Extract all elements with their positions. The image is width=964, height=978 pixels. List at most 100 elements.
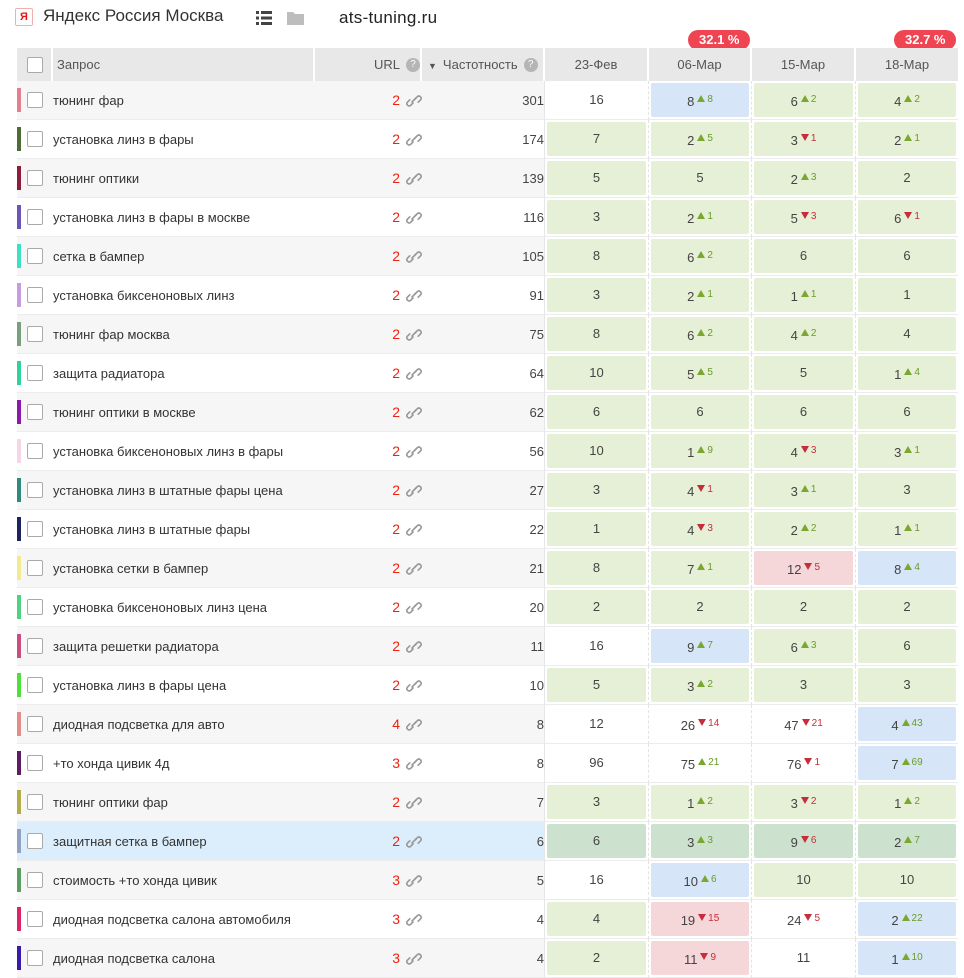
link-icon[interactable] xyxy=(406,523,422,537)
url-count[interactable]: 2 xyxy=(392,520,400,537)
table-row[interactable]: защита решетки радиатора 2 11 16 9 7 6 3 6 xyxy=(17,627,958,666)
table-row[interactable]: сетка в бампер 2 105 8 6 2 6 6 xyxy=(17,237,958,276)
query-text[interactable]: установка биксеноновых линз в фары xyxy=(53,432,315,471)
table-row[interactable]: установка линз в штатные фары 2 22 1 4 3 2 2 1 1 xyxy=(17,510,958,549)
row-checkbox[interactable] xyxy=(27,716,43,733)
query-text[interactable]: защита радиатора xyxy=(53,354,315,393)
url-count[interactable]: 2 xyxy=(392,169,400,186)
url-count[interactable]: 3 xyxy=(392,910,400,927)
position-cell[interactable]: 5 xyxy=(752,354,856,393)
url-count[interactable]: 2 xyxy=(392,481,400,498)
column-header-date[interactable]: 06-Мар xyxy=(649,48,752,81)
position-cell[interactable]: 6 xyxy=(856,627,958,666)
position-cell[interactable]: 4 xyxy=(545,900,649,939)
position-cell[interactable]: 16 xyxy=(545,81,649,120)
row-checkbox[interactable] xyxy=(27,950,43,967)
position-cell[interactable]: 7 xyxy=(545,120,649,159)
query-text[interactable]: тюнинг фар xyxy=(53,81,315,120)
table-row[interactable]: тюнинг фар 2 301 16 8 8 6 2 4 2 xyxy=(17,81,958,120)
position-cell[interactable]: 3 xyxy=(545,471,649,510)
row-checkbox[interactable] xyxy=(27,872,43,889)
url-count[interactable]: 4 xyxy=(392,715,400,732)
url-count[interactable]: 2 xyxy=(392,130,400,147)
url-count[interactable]: 2 xyxy=(392,559,400,576)
url-count[interactable]: 2 xyxy=(392,364,400,381)
position-cell[interactable]: 5 xyxy=(545,666,649,705)
row-checkbox[interactable] xyxy=(27,170,43,187)
link-icon[interactable] xyxy=(406,133,422,147)
url-count[interactable]: 2 xyxy=(392,91,400,108)
row-checkbox[interactable] xyxy=(27,599,43,616)
position-cell[interactable]: 16 xyxy=(545,861,649,900)
position-cell[interactable]: 12 5 xyxy=(752,549,856,588)
row-checkbox[interactable] xyxy=(27,638,43,655)
position-cell[interactable]: 11 xyxy=(752,939,856,978)
position-cell[interactable]: 2 xyxy=(649,588,752,627)
link-icon[interactable] xyxy=(406,757,422,771)
position-cell[interactable]: 7 69 xyxy=(856,744,958,783)
link-icon[interactable] xyxy=(406,796,422,810)
query-text[interactable]: тюнинг оптики в москве xyxy=(53,393,315,432)
table-row[interactable]: +то хонда цивик 4д 3 8 96 75 21 76 1 7 69 xyxy=(17,744,958,783)
url-count[interactable]: 2 xyxy=(392,676,400,693)
query-text[interactable]: установка линз в фары цена xyxy=(53,666,315,705)
url-count[interactable]: 2 xyxy=(392,403,400,420)
url-count[interactable]: 2 xyxy=(392,637,400,654)
table-row[interactable]: стоимость +то хонда цивик 3 5 16 10 6 10 10 xyxy=(17,861,958,900)
query-text[interactable]: тюнинг оптики фар xyxy=(53,783,315,822)
position-cell[interactable]: 76 1 xyxy=(752,744,856,783)
position-cell[interactable]: 10 xyxy=(856,861,958,900)
query-text[interactable]: тюнинг оптики xyxy=(53,159,315,198)
column-header-date[interactable]: 15-Мар xyxy=(752,48,856,81)
url-count[interactable]: 2 xyxy=(392,208,400,225)
position-cell[interactable]: 47 21 xyxy=(752,705,856,744)
list-icon[interactable] xyxy=(256,11,272,25)
table-row[interactable]: защита радиатора 2 64 10 5 5 5 1 4 xyxy=(17,354,958,393)
row-checkbox[interactable] xyxy=(27,911,43,928)
table-row[interactable]: диодная подсветка салона 3 4 2 11 9 11 1 10 xyxy=(17,939,958,978)
position-cell[interactable]: 1 xyxy=(856,276,958,315)
link-icon[interactable] xyxy=(406,913,422,927)
query-text[interactable]: стоимость +то хонда цивик xyxy=(53,861,315,900)
url-count[interactable]: 2 xyxy=(392,442,400,459)
link-icon[interactable] xyxy=(406,367,422,381)
link-icon[interactable] xyxy=(406,289,422,303)
query-text[interactable]: +то хонда цивик 4д xyxy=(53,744,315,783)
position-cell[interactable]: 2 xyxy=(545,939,649,978)
position-cell[interactable]: 6 xyxy=(752,237,856,276)
position-cell[interactable]: 5 xyxy=(649,159,752,198)
search-engine-region[interactable]: Яндекс Россия Москва xyxy=(43,6,224,25)
position-cell[interactable]: 10 6 xyxy=(649,861,752,900)
row-checkbox[interactable] xyxy=(27,248,43,265)
query-text[interactable]: защита решетки радиатора xyxy=(53,627,315,666)
query-text[interactable]: установка линз в фары xyxy=(53,120,315,159)
position-cell[interactable]: 6 xyxy=(856,237,958,276)
url-count[interactable]: 3 xyxy=(392,949,400,966)
query-text[interactable]: установка линз в штатные фары xyxy=(53,510,315,549)
query-text[interactable]: установка биксеноновых линз цена xyxy=(53,588,315,627)
row-checkbox[interactable] xyxy=(27,131,43,148)
query-text[interactable]: установка линз в штатные фары цена xyxy=(53,471,315,510)
position-cell[interactable]: 5 xyxy=(545,159,649,198)
query-text[interactable]: установка линз в фары в москве xyxy=(53,198,315,237)
query-text[interactable]: тюнинг фар москва xyxy=(53,315,315,354)
table-row[interactable]: тюнинг оптики 2 139 5 5 2 3 2 xyxy=(17,159,958,198)
position-cell[interactable]: 2 xyxy=(856,588,958,627)
